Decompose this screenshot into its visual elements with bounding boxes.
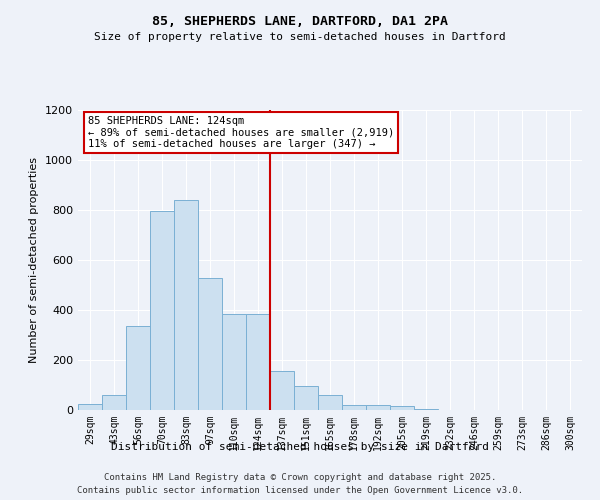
Bar xyxy=(102,395,126,410)
Text: 85 SHEPHERDS LANE: 124sqm
← 89% of semi-detached houses are smaller (2,919)
11% : 85 SHEPHERDS LANE: 124sqm ← 89% of semi-… xyxy=(88,116,394,149)
Text: Distribution of semi-detached houses by size in Dartford: Distribution of semi-detached houses by … xyxy=(111,442,489,452)
Text: 85, SHEPHERDS LANE, DARTFORD, DA1 2PA: 85, SHEPHERDS LANE, DARTFORD, DA1 2PA xyxy=(152,15,448,28)
Bar xyxy=(294,386,318,410)
Bar xyxy=(366,405,390,410)
Y-axis label: Number of semi-detached properties: Number of semi-detached properties xyxy=(29,157,40,363)
Bar xyxy=(318,395,342,410)
Bar xyxy=(150,211,174,410)
Bar xyxy=(270,371,294,410)
Bar xyxy=(198,278,222,410)
Bar xyxy=(342,405,366,410)
Bar xyxy=(222,314,246,410)
Text: Contains public sector information licensed under the Open Government Licence v3: Contains public sector information licen… xyxy=(77,486,523,495)
Bar xyxy=(246,314,270,410)
Text: Contains HM Land Registry data © Crown copyright and database right 2025.: Contains HM Land Registry data © Crown c… xyxy=(104,472,496,482)
Bar xyxy=(78,404,102,410)
Bar xyxy=(126,326,150,410)
Text: Size of property relative to semi-detached houses in Dartford: Size of property relative to semi-detach… xyxy=(94,32,506,42)
Bar xyxy=(174,200,198,410)
Bar xyxy=(414,409,438,410)
Bar xyxy=(390,406,414,410)
